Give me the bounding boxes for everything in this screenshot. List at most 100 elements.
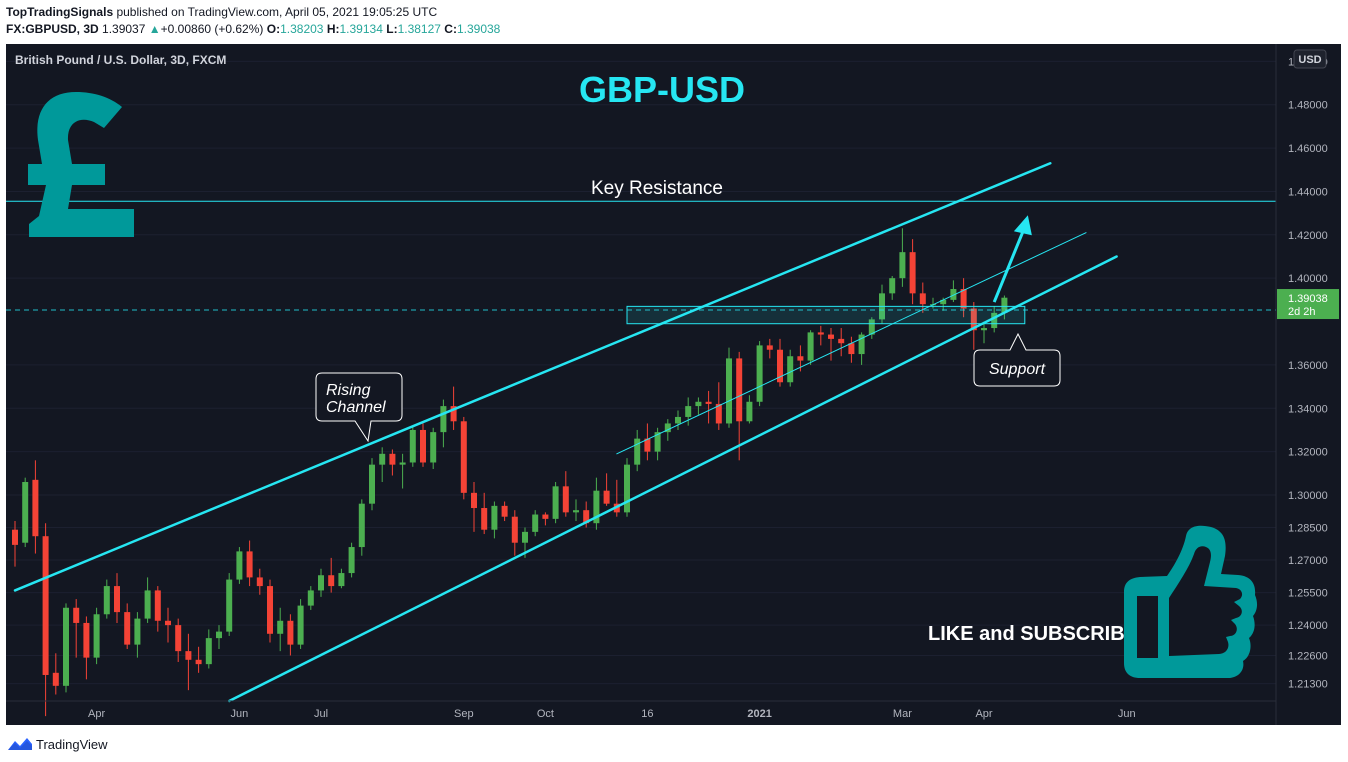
bull-candle	[746, 395, 753, 424]
bull-candle	[491, 501, 498, 539]
support-callout[interactable]: Support	[973, 332, 1061, 387]
bull-candle	[338, 568, 345, 589]
candle-body	[420, 429, 426, 463]
bull-candle	[624, 458, 630, 517]
bull-candle	[440, 399, 447, 448]
candle-body	[277, 620, 284, 634]
bull-candle	[695, 397, 702, 415]
candle-body	[328, 575, 335, 587]
author-name[interactable]: TopTradingSignals	[6, 5, 114, 19]
candle-body	[42, 536, 49, 675]
candle-body	[899, 252, 906, 279]
bull-candle	[573, 499, 579, 522]
candle-body	[726, 358, 732, 424]
currency-label: USD	[1298, 54, 1321, 66]
bull-candle	[369, 458, 375, 511]
candle-body	[73, 607, 80, 623]
bull-candle	[654, 427, 661, 461]
candle-body	[603, 490, 610, 504]
bear-candle	[644, 423, 651, 461]
bear-candle	[848, 336, 855, 363]
candle-body	[389, 453, 396, 465]
candle-body	[511, 516, 518, 543]
y-tick-label: 1.34000	[1288, 403, 1328, 415]
bear-candle	[960, 278, 967, 318]
like-subscribe-text: LIKE and SUBSCRIBE	[928, 623, 1138, 645]
rising-channel-callout[interactable]: Rising Channel	[315, 372, 403, 443]
candle-body	[858, 334, 865, 355]
candle-body	[634, 438, 641, 465]
bear-candle	[246, 540, 253, 587]
chart-panel[interactable]: Key Resistance 1.500001.480001.460001.44…	[6, 44, 1341, 725]
support-zone	[626, 305, 1026, 325]
rising-channel-line1: Rising	[326, 382, 371, 399]
candle-body	[685, 406, 692, 417]
bull-candle	[1001, 295, 1008, 320]
y-tick-label: 1.30000	[1288, 490, 1328, 502]
price-axis[interactable]: 1.500001.480001.460001.440001.420001.400…	[1275, 44, 1339, 725]
y-tick-label: 1.22600	[1288, 650, 1328, 662]
candle-body	[134, 618, 141, 645]
candle-body	[664, 423, 671, 433]
candle-body	[950, 289, 957, 300]
candle-body	[165, 620, 171, 626]
time-axis[interactable]: Apr Jun Jul Sep Oct 16 2021 Mar Apr Jun	[6, 700, 1276, 720]
bear-candle	[32, 460, 39, 554]
bear-candle	[909, 239, 916, 305]
bear-candle	[828, 328, 834, 361]
close-value: 1.39038	[456, 22, 501, 36]
bear-candle	[511, 510, 518, 556]
price-tag-bg	[1277, 289, 1339, 320]
bull-candle	[307, 586, 314, 610]
candle-body	[297, 605, 304, 645]
y-tick-label: 1.40000	[1288, 273, 1328, 285]
x-tick-label: 16	[641, 708, 653, 720]
pound-logo-icon	[28, 92, 134, 237]
x-tick-label: Apr	[88, 708, 105, 720]
bull-candle	[675, 410, 681, 430]
tradingview-footer[interactable]: TradingView	[8, 736, 108, 752]
bear-candle	[919, 282, 926, 313]
candle-body	[460, 421, 467, 493]
candle-body	[348, 547, 355, 574]
price-grid	[6, 60, 1276, 685]
candle-body	[216, 631, 222, 639]
support-label: Support	[989, 361, 1046, 378]
y-tick-label: 1.36000	[1288, 360, 1328, 372]
bull-candle	[399, 453, 406, 489]
bull-candle	[205, 629, 212, 669]
candle-body	[236, 551, 243, 580]
candle-body	[838, 338, 845, 344]
candle-body	[440, 406, 447, 433]
candle-body	[195, 659, 202, 665]
bear-candle	[328, 557, 335, 593]
candle-body	[919, 293, 926, 305]
candle-body	[358, 503, 365, 548]
y-tick-label: 1.46000	[1288, 143, 1328, 155]
candle-body	[736, 358, 743, 422]
drawings: Key Resistance	[6, 162, 1276, 703]
bear-candle	[705, 390, 712, 424]
candle-body	[522, 531, 528, 543]
y-tick-label: 1.21300	[1288, 679, 1328, 691]
high-label: H:	[326, 22, 340, 36]
high-value: 1.39134	[339, 22, 383, 36]
bear-candle	[471, 482, 477, 532]
candle-body	[960, 289, 967, 309]
bear-candle	[42, 523, 49, 717]
candle-body	[287, 620, 294, 645]
price-chart[interactable]: Key Resistance 1.500001.480001.460001.44…	[6, 44, 1341, 725]
bull-candle	[134, 612, 141, 658]
bear-candle	[124, 603, 131, 649]
candle-body	[491, 505, 498, 530]
x-tick-label: Jun	[1118, 708, 1136, 720]
currency-badge[interactable]: USD	[1293, 49, 1327, 69]
bear-candle	[420, 423, 426, 467]
y-tick-label: 1.25500	[1288, 588, 1328, 600]
candle-body	[654, 432, 661, 452]
candle-body	[32, 479, 39, 537]
candle-body	[970, 308, 977, 331]
bull-candle	[981, 321, 987, 344]
bear-candle	[838, 328, 845, 357]
tradingview-brand: TradingView	[36, 736, 108, 752]
